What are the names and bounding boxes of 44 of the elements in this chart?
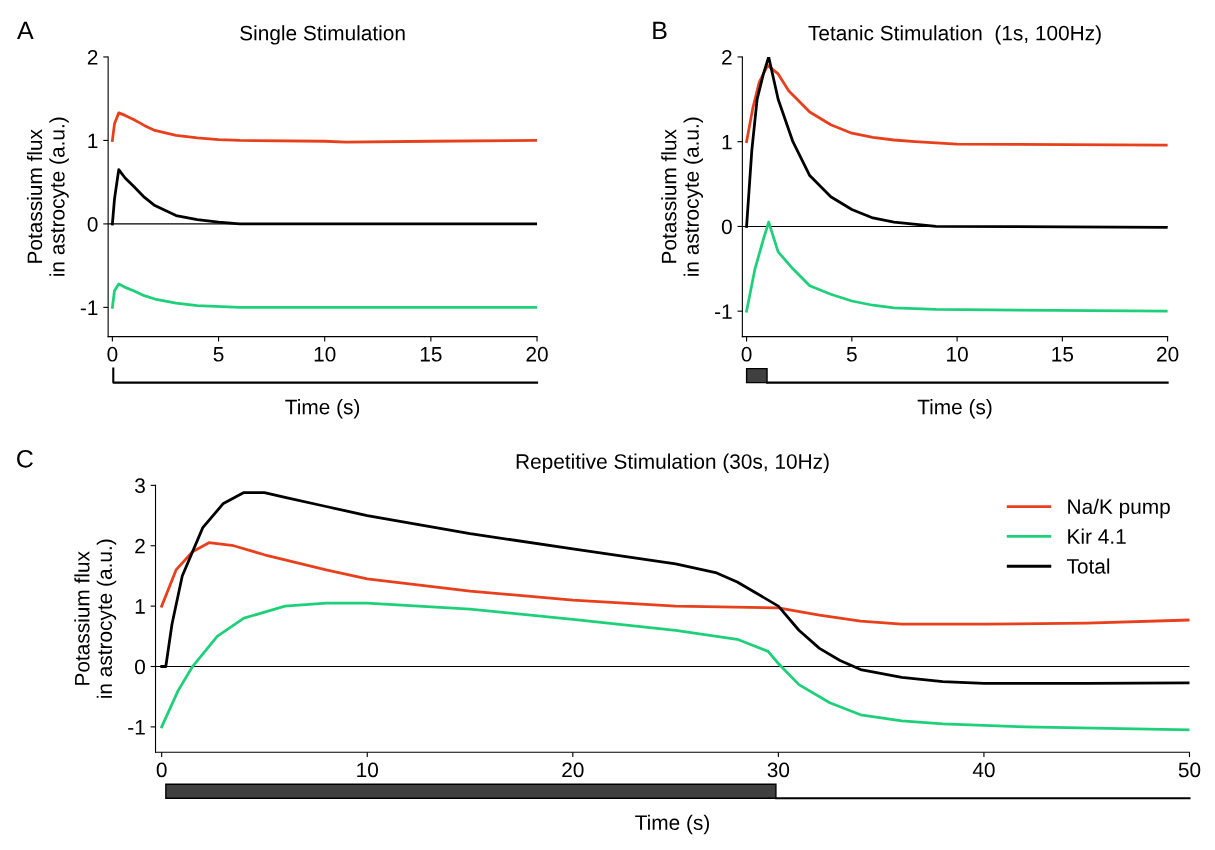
x-tick-label: 5 xyxy=(846,347,857,362)
x-tick-label: 15 xyxy=(1052,347,1074,362)
y-tick-label: -1 xyxy=(128,720,145,735)
text: B xyxy=(653,21,667,40)
x-tick-label: 10 xyxy=(314,346,336,362)
x-tick-label: 50 xyxy=(1178,762,1201,778)
text: A xyxy=(17,21,34,40)
x-tick-label: 20 xyxy=(526,346,548,362)
y-tick-label: -1 xyxy=(715,304,732,319)
y-tick-label: 0 xyxy=(721,219,732,235)
text: C xyxy=(17,449,33,468)
x-tick-label: 0 xyxy=(741,346,752,362)
y-tick-label: 1 xyxy=(135,599,145,614)
y-tick-label: 0 xyxy=(87,216,98,232)
x-tick-label: 10 xyxy=(357,762,379,778)
x-tick-label: 0 xyxy=(107,346,118,362)
y-tick-label: 2 xyxy=(135,538,145,554)
y-axis-title: Potassium flux in astrocyte (a.u.) xyxy=(26,117,69,276)
y-tick-label: 1 xyxy=(88,133,98,148)
x-tick-label: 15 xyxy=(420,347,442,362)
y-axis-title: Potassium flux in astrocyte (a.u.) xyxy=(661,117,704,276)
legend-label: Total xyxy=(1066,558,1110,574)
chart-title: Repetitive Stimulation (30s, 10Hz) xyxy=(516,453,829,474)
x-tick-label: 30 xyxy=(767,762,790,778)
legend-label: Kir 4.1 xyxy=(1068,528,1126,544)
legend-label: Na/K pump xyxy=(1068,498,1170,519)
y-tick-label: 3 xyxy=(135,478,145,494)
chart-title: Single Stimulation xyxy=(240,25,405,45)
y-tick-label: 0 xyxy=(135,659,145,675)
chart-title: Tetanic Stimulation (1s, 100Hz) xyxy=(808,25,1101,45)
y-tick-label: 2 xyxy=(87,49,98,65)
x-tick-label: 0 xyxy=(156,762,167,778)
x-tick-label: 10 xyxy=(947,346,968,362)
x-axis-title: Time (s) xyxy=(917,399,992,419)
y-tick-label: 2 xyxy=(722,49,732,65)
x-tick-label: 20 xyxy=(562,762,584,778)
x-axis-title: Time (s) xyxy=(285,399,360,419)
x-axis-title: Time (s) xyxy=(635,814,710,835)
y-tick-label: -1 xyxy=(80,300,98,315)
x-tick-label: 5 xyxy=(213,347,224,362)
x-tick-label: 20 xyxy=(1157,346,1179,362)
x-tick-label: 40 xyxy=(972,762,995,778)
y-tick-label: 1 xyxy=(722,134,732,150)
y-axis-title: Potassium flux in astrocyte (a.u.) xyxy=(74,539,117,698)
